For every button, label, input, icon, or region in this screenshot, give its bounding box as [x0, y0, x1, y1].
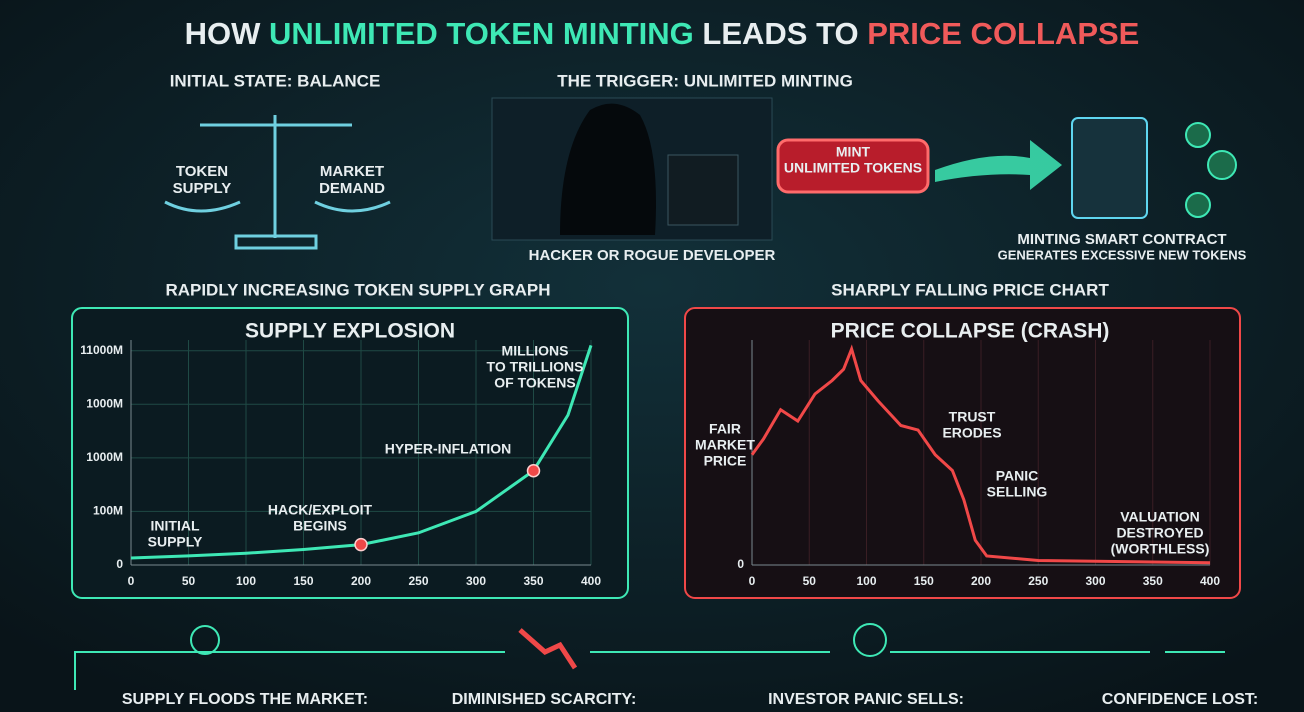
title-part: UNLIMITED TOKEN MINTING [269, 16, 694, 51]
annotation: ERODES [942, 425, 1001, 441]
scale-label: SUPPLY [173, 180, 232, 197]
x-tick-label: 250 [408, 574, 428, 588]
mint-button [776, 138, 930, 194]
button-label: UNLIMITED TOKENS [784, 160, 922, 176]
event-marker [354, 537, 368, 552]
annotation: PRICE [704, 453, 747, 469]
chart-frame [684, 307, 1241, 599]
data-line [130, 344, 593, 560]
x-tick-label: 50 [803, 574, 817, 588]
x-tick-label: 300 [466, 574, 486, 588]
x-tick-label: 150 [293, 574, 313, 588]
x-tick-label: 200 [351, 574, 371, 588]
scale-icon [164, 115, 391, 250]
annotation: FAIR [709, 421, 741, 437]
annotation: TRUST [949, 409, 996, 425]
chart-title: PRICE COLLAPSE (CRASH) [831, 320, 1110, 343]
contract-note: GENERATES EXCESSIVE NEW TOKENS [998, 247, 1247, 262]
annotation: OF TOKENS [494, 375, 575, 391]
down-arrow [518, 628, 578, 670]
x-tick-label: 0 [128, 574, 135, 588]
annotation: DESTROYED [1116, 525, 1203, 541]
y-tick-label: 0 [737, 557, 744, 571]
title-part: PRICE COLLAPSE [867, 16, 1139, 51]
event-marker [526, 463, 541, 478]
chart-heading: RAPIDLY INCREASING TOKEN SUPPLY GRAPH [165, 280, 550, 299]
y-tick-label: 1000M [86, 450, 123, 464]
x-tick-label: 250 [1028, 574, 1048, 588]
annotation: INITIAL [151, 518, 200, 534]
actor-label: HACKER OR ROGUE DEVELOPER [529, 247, 776, 264]
annotation: HACK/EXPLOIT [268, 502, 373, 518]
flow-arrow [935, 140, 1062, 190]
annotation: HYPER-INFLATION [385, 441, 512, 457]
x-tick-label: 400 [1200, 574, 1220, 588]
scale-label: MARKET [320, 163, 384, 180]
y-tick-label: 11000M [80, 343, 123, 357]
annotation: MARKET [695, 437, 755, 453]
investor-icon [853, 623, 887, 657]
step-label: SUPPLY FLOODS THE MARKET: [122, 691, 368, 708]
coin-hand-icon [190, 625, 220, 655]
x-tick-label: 400 [581, 574, 601, 588]
y-tick-label: 1000M [86, 396, 123, 410]
x-tick-label: 350 [1143, 574, 1163, 588]
x-tick-label: 50 [182, 574, 196, 588]
scale-label: DEMAND [319, 180, 385, 197]
annotation: VALUATION [1120, 509, 1200, 525]
x-tick-label: 350 [523, 574, 543, 588]
x-tick-label: 150 [914, 574, 934, 588]
coins [1185, 122, 1237, 218]
contract-label: MINTING SMART CONTRACT [1017, 231, 1226, 248]
y-tick-label: 0 [116, 557, 123, 571]
section-heading: THE TRIGGER: UNLIMITED MINTING [557, 71, 853, 90]
hacker-figure [560, 103, 656, 235]
y-tick-label: 100M [93, 504, 123, 518]
x-tick-label: 100 [236, 574, 256, 588]
annotation: (WORTHLESS) [1111, 541, 1210, 557]
monitor [667, 154, 739, 226]
annotation: SUPPLY [148, 534, 203, 550]
contract-doc [1071, 117, 1148, 219]
step-label: INVESTOR PANIC SELLS: [768, 691, 964, 708]
title-part: HOW [185, 16, 269, 51]
annotation: MILLIONS [502, 343, 569, 359]
annotation: PANIC [996, 468, 1039, 484]
x-tick-label: 200 [971, 574, 991, 588]
step-label: CONFIDENCE LOST: [1102, 691, 1258, 708]
button-label: MINT [836, 144, 871, 160]
annotation: BEGINS [293, 518, 347, 534]
x-tick-label: 300 [1085, 574, 1105, 588]
title-part: LEADS TO [694, 16, 867, 51]
chart-title: SUPPLY EXPLOSION [245, 320, 455, 343]
chart-frame [71, 307, 629, 599]
x-tick-label: 0 [749, 574, 756, 588]
annotation: SELLING [987, 484, 1048, 500]
page-title: HOW UNLIMITED TOKEN MINTING LEADS TO PRI… [185, 16, 1140, 51]
annotation: TO TRILLIONS [487, 359, 584, 375]
step-label: DIMINISHED SCARCITY: [452, 691, 637, 708]
x-tick-label: 100 [856, 574, 876, 588]
section-heading: INITIAL STATE: BALANCE [170, 71, 381, 90]
flow-line [74, 651, 1225, 690]
scale-label: TOKEN [176, 163, 228, 180]
data-line [750, 344, 1211, 565]
chart-heading: SHARPLY FALLING PRICE CHART [831, 280, 1109, 299]
